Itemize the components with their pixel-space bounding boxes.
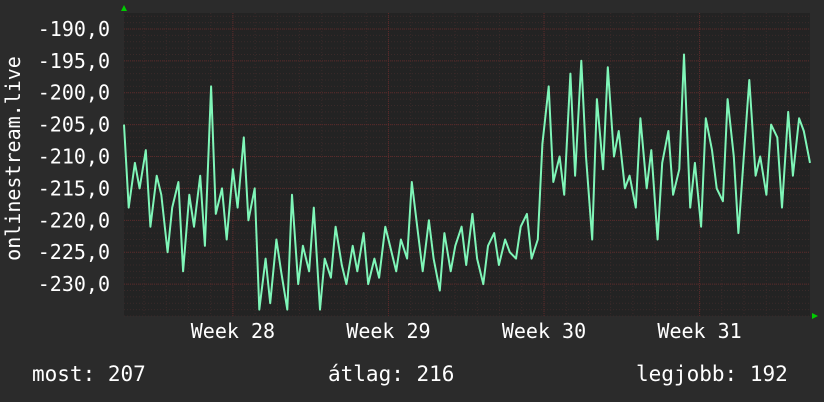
y-tick-label: -210,0 [38,145,110,169]
x-tick-label: Week 28 [191,319,275,343]
stat-current-value: 207 [107,362,146,386]
plot-area [124,13,810,316]
y-tick-label: -225,0 [38,240,110,264]
y-axis-label: onlinestream.live [1,56,25,261]
y-tick-label: -230,0 [38,272,110,296]
y-tick-label: -190,0 [38,17,110,41]
x-tick-label: Week 30 [502,319,586,343]
y-tick-label: -205,0 [38,113,110,137]
y-tick-label: -195,0 [38,49,110,73]
x-tick-label: Week 29 [346,319,430,343]
stat-best: legjobb: 192 [636,362,788,386]
stat-average-label: átlag: [328,362,404,386]
x-axis-arrow-icon [812,313,818,319]
stat-average: átlag: 216 [328,362,454,386]
y-axis-arrow-icon [121,5,127,11]
y-tick-label: -220,0 [38,208,110,232]
x-tick-label: Week 31 [657,319,741,343]
stat-current: most: 207 [32,362,146,386]
series-line [123,53,811,311]
stat-best-value: 192 [749,362,788,386]
y-tick-label: -200,0 [38,81,110,105]
stat-average-value: 216 [416,362,455,386]
y-tick-label: -215,0 [38,176,110,200]
stat-best-label: legjobb: [636,362,738,386]
stat-current-label: most: [32,362,96,386]
